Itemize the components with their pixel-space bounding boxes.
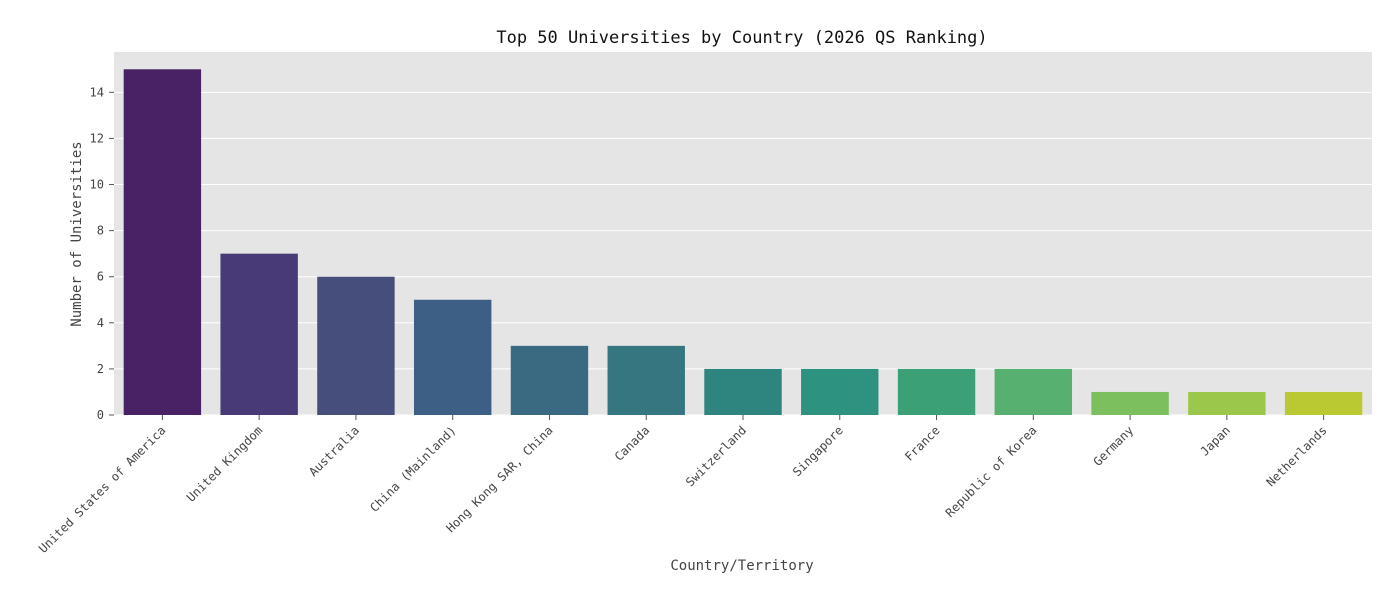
bar bbox=[220, 253, 298, 415]
x-tick-label: France bbox=[902, 423, 943, 464]
x-tick-label: United Kingdom bbox=[184, 423, 265, 504]
y-tick-label: 2 bbox=[97, 362, 104, 376]
bar bbox=[801, 368, 879, 415]
x-tick-label: Netherlands bbox=[1264, 423, 1330, 489]
x-tick-label: Singapore bbox=[790, 423, 846, 479]
x-tick-label: Japan bbox=[1198, 423, 1233, 458]
plot-area bbox=[114, 52, 1372, 415]
y-tick-label: 0 bbox=[97, 408, 104, 422]
bar bbox=[1188, 391, 1266, 415]
bar bbox=[607, 345, 685, 415]
x-tick-label: Germany bbox=[1091, 423, 1137, 469]
bar bbox=[994, 368, 1073, 415]
y-tick-label: 4 bbox=[97, 316, 104, 330]
x-tick-label: Australia bbox=[306, 423, 362, 479]
y-tick-label: 12 bbox=[90, 131, 104, 145]
bar bbox=[317, 276, 395, 415]
bar bbox=[704, 368, 782, 415]
bar bbox=[510, 345, 589, 415]
x-tick-label: Switzerland bbox=[683, 423, 749, 489]
y-tick-label: 8 bbox=[97, 224, 104, 238]
x-axis-label: Country/Territory bbox=[670, 558, 813, 574]
y-axis-label: Number of Universities bbox=[69, 141, 85, 326]
x-tick-label: United States of America bbox=[36, 423, 169, 556]
x-tick-label: Hong Kong SAR, China bbox=[444, 423, 556, 535]
y-tick-label: 14 bbox=[90, 85, 104, 99]
x-tick-label: Republic of Korea bbox=[943, 423, 1040, 520]
bars bbox=[123, 69, 1363, 416]
chart-title: Top 50 Universities by Country (2026 QS … bbox=[496, 28, 987, 48]
bar bbox=[1284, 391, 1363, 415]
x-tick-label: China (Mainland) bbox=[367, 423, 459, 515]
bar bbox=[1091, 391, 1169, 415]
y-tick-label: 6 bbox=[97, 270, 104, 284]
bar bbox=[123, 69, 202, 416]
y-axis: 0 2 4 6 8 10 12 14 bbox=[90, 85, 114, 422]
x-axis: United States of America United Kingdom Au… bbox=[36, 415, 1330, 556]
bar bbox=[897, 368, 976, 415]
bar bbox=[413, 299, 492, 415]
x-tick-label: Canada bbox=[612, 423, 653, 464]
y-tick-label: 10 bbox=[90, 178, 104, 192]
